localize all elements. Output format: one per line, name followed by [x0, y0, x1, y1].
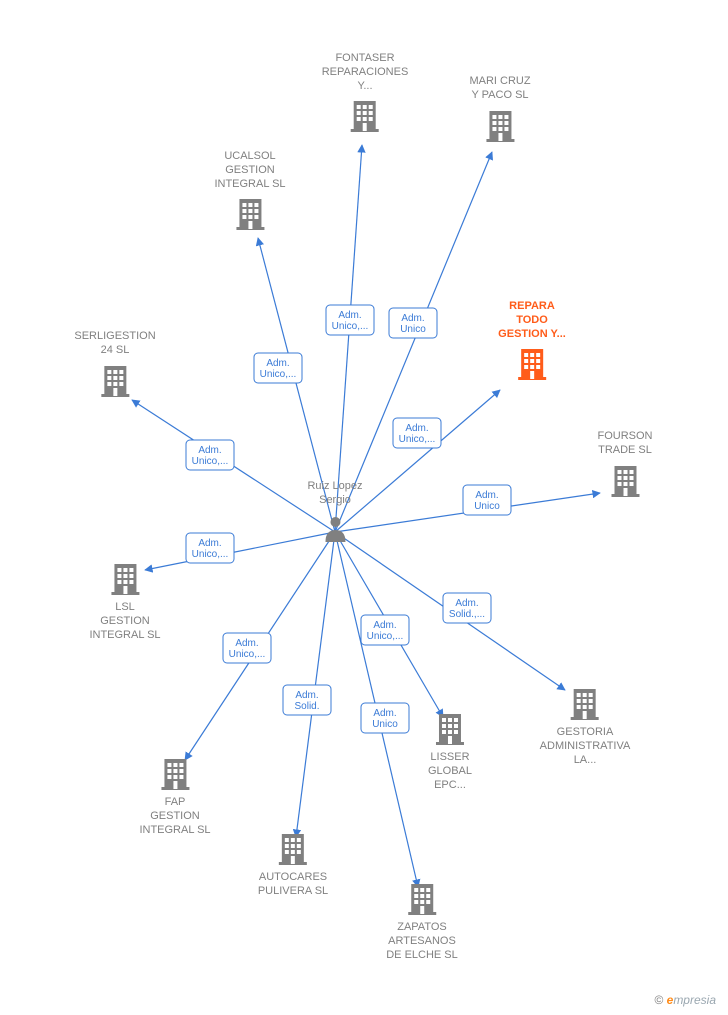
- company-node: FAP GESTION INTEGRAL SL: [139, 755, 210, 841]
- node-label: REPARA TODO GESTION Y...: [498, 300, 566, 341]
- node-label: LSL GESTION INTEGRAL SL: [89, 601, 160, 642]
- edge-label-text: Unico,...: [260, 369, 297, 380]
- building-icon: [97, 362, 133, 403]
- building-icon: [482, 107, 518, 148]
- building-icon: [157, 755, 193, 796]
- node-label: LISSER GLOBAL EPC...: [428, 751, 472, 792]
- building-icon: [404, 880, 440, 921]
- edge-label-text: Adm.: [401, 313, 424, 324]
- company-node: SERLIGESTION 24 SL: [74, 330, 155, 403]
- company-node: LISSER GLOBAL EPC...: [428, 710, 472, 796]
- company-node: REPARA TODO GESTION Y...: [498, 300, 566, 386]
- edge-label-text: Unico: [474, 501, 500, 512]
- node-label: MARI CRUZ Y PACO SL: [469, 75, 530, 103]
- company-node: UCALSOL GESTION INTEGRAL SL: [214, 150, 285, 236]
- building-icon: [432, 710, 468, 751]
- building-icon: [275, 830, 311, 871]
- building-icon: [232, 195, 268, 236]
- node-label: UCALSOL GESTION INTEGRAL SL: [214, 150, 285, 191]
- building-icon: [607, 462, 643, 503]
- edge-label-text: Unico,...: [229, 649, 266, 660]
- node-label: ZAPATOS ARTESANOS DE ELCHE SL: [386, 921, 458, 962]
- edge-label-text: Adm.: [295, 690, 318, 701]
- watermark-brand-rest: mpresia: [673, 993, 716, 1007]
- edge-label-text: Unico,...: [192, 456, 229, 467]
- building-icon: [567, 685, 603, 726]
- edge-label-text: Unico,...: [399, 434, 436, 445]
- edge-label-text: Solid.,...: [449, 609, 485, 620]
- edge-label-text: Adm.: [198, 445, 221, 456]
- copyright-sign: ©: [654, 993, 663, 1007]
- edge-label-text: Adm.: [373, 708, 396, 719]
- node-label: SERLIGESTION 24 SL: [74, 330, 155, 358]
- edge-label-text: Adm.: [266, 358, 289, 369]
- node-label: FAP GESTION INTEGRAL SL: [139, 796, 210, 837]
- network-diagram: Adm.Unico,...Adm.UnicoAdm.Unico,...Adm.U…: [0, 0, 728, 1015]
- edge-label-text: Unico: [400, 324, 426, 335]
- building-icon: [107, 560, 143, 601]
- edge-label-text: Adm.: [405, 423, 428, 434]
- watermark: © empresia: [654, 993, 716, 1007]
- edge-label-text: Solid.: [294, 701, 319, 712]
- edge-line: [335, 145, 362, 532]
- building-icon: [347, 97, 383, 138]
- building-icon: [514, 345, 550, 386]
- edge-label-text: Unico: [372, 719, 398, 730]
- company-node: LSL GESTION INTEGRAL SL: [89, 560, 160, 646]
- node-label: FOURSON TRADE SL: [598, 430, 653, 458]
- company-node: GESTORIA ADMINISTRATIVA LA...: [540, 685, 631, 771]
- edge-label-text: Adm.: [198, 538, 221, 549]
- company-node: FOURSON TRADE SL: [598, 430, 653, 503]
- edge-label-text: Adm.: [455, 598, 478, 609]
- node-label: FONTASER REPARACIONES Y...: [322, 52, 409, 93]
- edge-label-text: Adm.: [338, 310, 361, 321]
- person-icon: [321, 514, 349, 547]
- center-label: Ruiz Lopez Sergio: [307, 480, 362, 508]
- edge-label-text: Unico,...: [192, 549, 229, 560]
- company-node: MARI CRUZ Y PACO SL: [469, 75, 530, 148]
- edge-label-text: Unico,...: [367, 631, 404, 642]
- node-label: GESTORIA ADMINISTRATIVA LA...: [540, 726, 631, 767]
- center-node: Ruiz Lopez Sergio: [307, 480, 362, 547]
- company-node: ZAPATOS ARTESANOS DE ELCHE SL: [386, 880, 458, 966]
- edge-label-text: Adm.: [373, 620, 396, 631]
- edge-label-text: Adm.: [235, 638, 258, 649]
- company-node: AUTOCARES PULIVERA SL: [258, 830, 328, 903]
- node-label: AUTOCARES PULIVERA SL: [258, 871, 328, 899]
- edge-label-text: Adm.: [475, 490, 498, 501]
- edge-label-text: Unico,...: [332, 321, 369, 332]
- network-svg: Adm.Unico,...Adm.UnicoAdm.Unico,...Adm.U…: [0, 0, 728, 1015]
- company-node: FONTASER REPARACIONES Y...: [322, 52, 409, 138]
- edge-line: [335, 152, 492, 532]
